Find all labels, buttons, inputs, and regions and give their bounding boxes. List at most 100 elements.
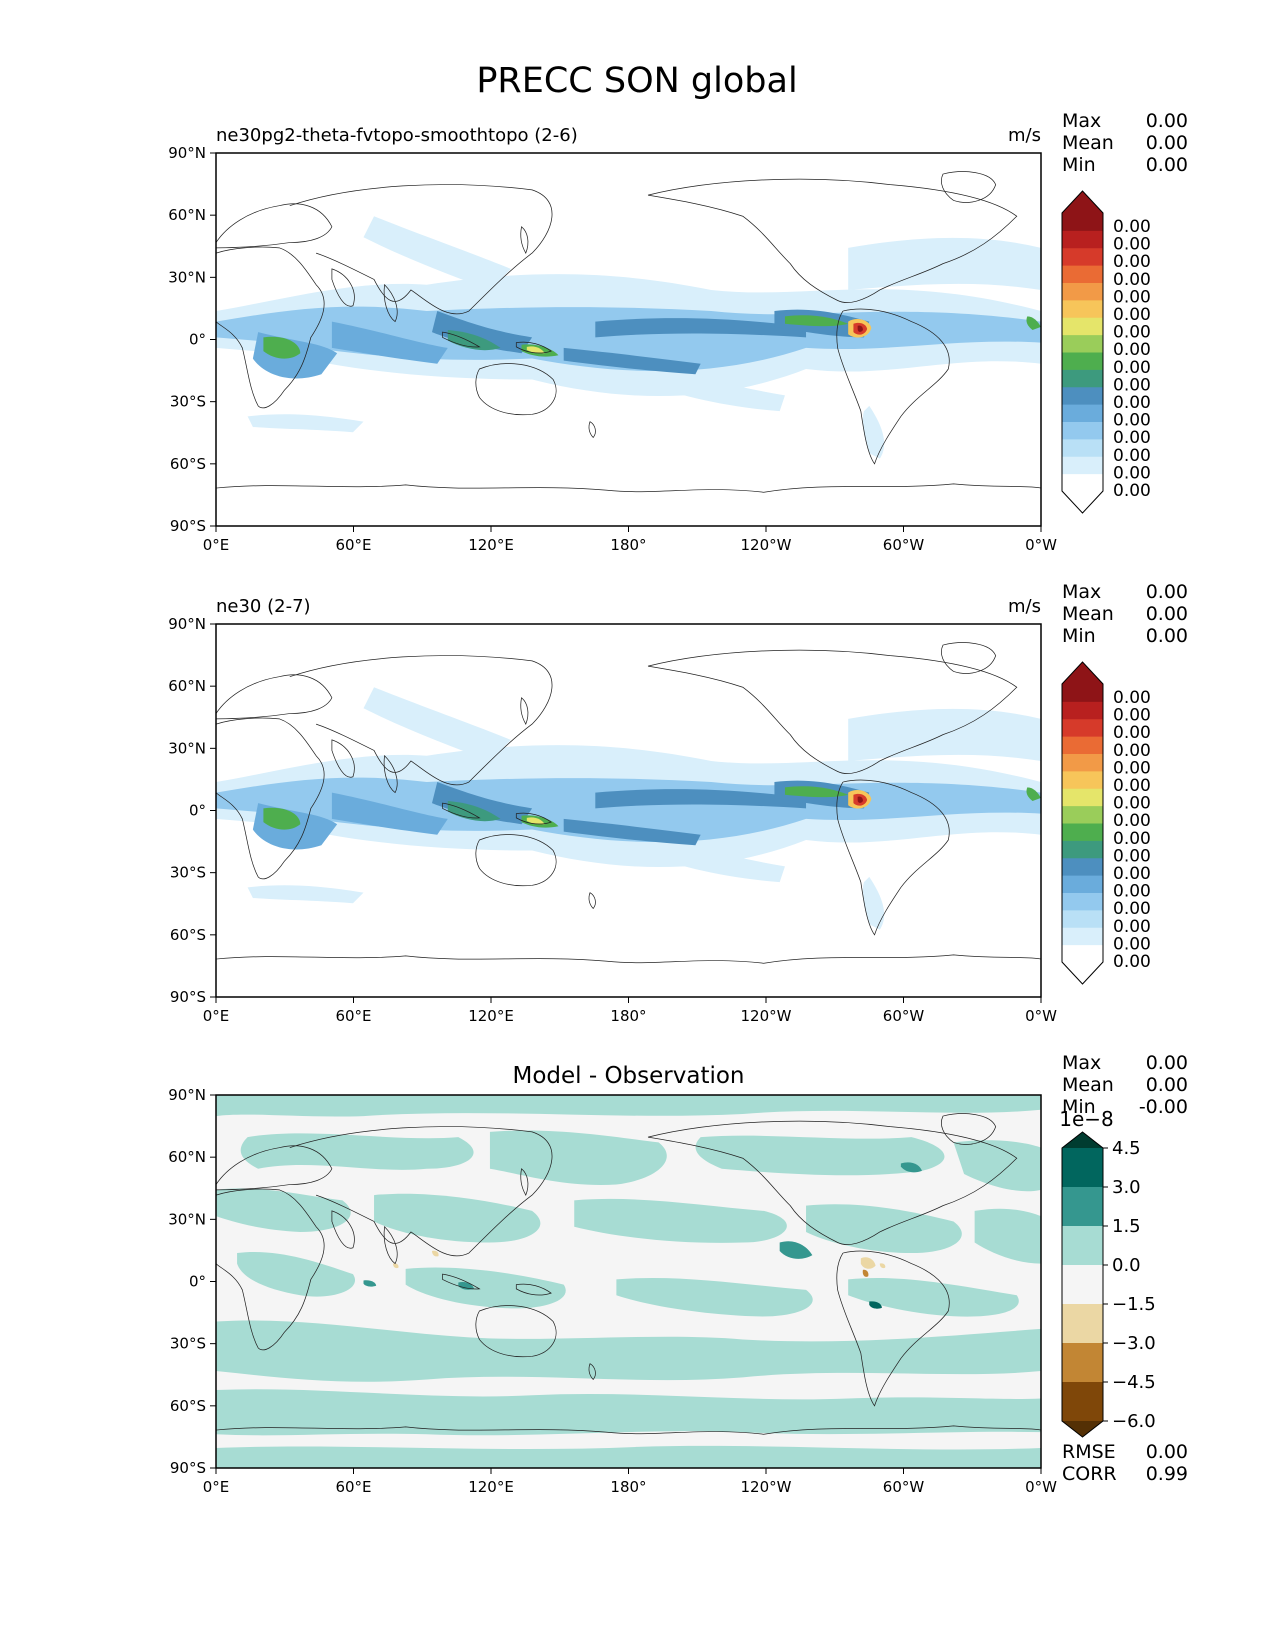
x-tick-label: 120°W: [741, 1007, 792, 1025]
x-tick-label: 120°E: [468, 536, 514, 554]
colorbar-extend-max: [1062, 191, 1103, 213]
metric-label: RMSE: [1062, 1441, 1116, 1463]
panel-title: Model - Observation: [512, 1063, 744, 1089]
x-tick-label: 0°E: [203, 536, 230, 554]
colorbar-segment: [1062, 684, 1103, 702]
colorbar-label: 0.00: [1113, 463, 1151, 483]
x-tick-label: 60°E: [335, 536, 371, 554]
panel-3: Model - Observation 0°E 60°E 120°E 180° 120°W…: [168, 1052, 1188, 1496]
map-area: [215, 623, 1042, 998]
colorbar-segment: [1062, 421, 1103, 440]
y-tick-label: 60°S: [170, 1397, 206, 1415]
stat-label: Mean: [1062, 603, 1114, 625]
colorbar-label: 0.00: [1113, 305, 1151, 325]
colorbar-label: 0.00: [1113, 723, 1151, 743]
x-tick-label: 60°W: [883, 1478, 925, 1496]
colorbar-segment: [1062, 1148, 1103, 1188]
x-tick-label: 60°W: [883, 1007, 925, 1025]
colorbar-label: 0.00: [1113, 776, 1151, 796]
y-tick-label: 60°N: [168, 206, 206, 224]
colorbar-label: 0.00: [1113, 846, 1151, 866]
x-tick-label: 0°W: [1025, 536, 1057, 554]
y-tick-label: 30°S: [170, 864, 206, 882]
x-tick-label: 0°E: [203, 1007, 230, 1025]
colorbar-segment: [1062, 892, 1103, 911]
colorbar-segment: [1062, 944, 1103, 963]
colorbar-segment: [1062, 840, 1103, 859]
colorbar-label: 0.00: [1113, 934, 1151, 954]
colorbar-extend-min: [1062, 491, 1103, 513]
colorbar-label: 0.00: [1113, 358, 1151, 378]
colorbar: 0.000.000.000.000.000.000.000.000.000.00…: [1061, 661, 1151, 985]
stat-value: 0.00: [1146, 1074, 1188, 1096]
stat-label: Mean: [1062, 132, 1114, 154]
y-tick-label: 30°S: [170, 1335, 206, 1353]
colorbar-segment: [1062, 386, 1103, 405]
colorbar-segment: [1062, 369, 1103, 388]
x-tick-label: 60°E: [335, 1478, 371, 1496]
stat-value: 0.00: [1146, 110, 1188, 132]
stat-label: Max: [1062, 1052, 1101, 1074]
colorbar-segment: [1062, 805, 1103, 824]
colorbar-extend-min: [1062, 962, 1103, 984]
colorbar-label: 0.00: [1113, 741, 1151, 761]
y-tick-label: 60°N: [168, 1148, 206, 1166]
colorbar-label: 0.00: [1113, 864, 1151, 884]
panel-title: ne30 (2-7): [216, 596, 311, 617]
stat-value: 0.00: [1146, 154, 1188, 176]
x-tick-label: 120°E: [468, 1007, 514, 1025]
colorbar-segment: [1062, 788, 1103, 807]
colorbar-label: 0.00: [1113, 411, 1151, 431]
colorbar-label: 0.00: [1113, 952, 1151, 972]
stat-label: Min: [1062, 625, 1096, 647]
colorbar-segment: [1062, 1343, 1103, 1383]
difference-field: [216, 1095, 1041, 1468]
colorbar-label: 0.00: [1113, 899, 1151, 919]
colorbar-label: 0.00: [1113, 794, 1151, 814]
y-tick-label: 30°S: [170, 393, 206, 411]
metric-label: CORR: [1062, 1463, 1117, 1485]
x-tick-label: 0°W: [1025, 1007, 1057, 1025]
figure-title: PRECC SON global: [476, 61, 797, 101]
colorbar-segment: [1062, 909, 1103, 928]
x-tick-label: 0°E: [203, 1478, 230, 1496]
y-tick-label: 90°S: [170, 988, 206, 1006]
colorbar-segment: [1062, 1265, 1103, 1305]
units-label: m/s: [1008, 596, 1041, 617]
map-area: [215, 152, 1042, 527]
panel-1: ne30pg2-theta-fvtopo-smoothtopo (2-6) m/s…: [168, 110, 1188, 554]
colorbar-segment: [1062, 247, 1103, 266]
y-tick-label: 60°S: [170, 926, 206, 944]
colorbar-scale-label: 1e−8: [1059, 1107, 1114, 1131]
x-tick-label: 120°E: [468, 1478, 514, 1496]
metric-value: 0.00: [1146, 1441, 1188, 1463]
y-tick-label: 0°: [189, 1273, 206, 1291]
y-tick-label: 60°S: [170, 455, 206, 473]
colorbar-segment: [1062, 456, 1103, 475]
colorbar-label: 1.5: [1112, 1216, 1141, 1237]
y-tick-label: 0°: [189, 331, 206, 349]
colorbar-segment: [1062, 438, 1103, 457]
colorbar-segment: [1062, 753, 1103, 772]
colorbar-label: 0.00: [1113, 252, 1151, 272]
units-label: m/s: [1008, 125, 1041, 146]
colorbar-segment: [1062, 265, 1103, 283]
y-tick-label: 30°N: [168, 268, 206, 286]
colorbar-segment: [1062, 230, 1103, 249]
colorbar-label: 3.0: [1112, 1177, 1141, 1198]
x-tick-label: 0°W: [1025, 1478, 1057, 1496]
colorbar-segment: [1062, 1304, 1103, 1344]
colorbar-label: 0.00: [1113, 393, 1151, 413]
colorbar: 4.5 3.0 1.5 0.0 −1.5 −3.0 −4.5 −6.0 1e−8: [1059, 1107, 1156, 1438]
stat-label: Mean: [1062, 1074, 1114, 1096]
stat-label: Min: [1062, 154, 1096, 176]
colorbar-label: 0.0: [1112, 1255, 1141, 1276]
x-tick-label: 180°: [610, 536, 646, 554]
stat-value: 0.00: [1146, 625, 1188, 647]
colorbar-label: 0.00: [1113, 217, 1151, 237]
colorbar-segment: [1062, 701, 1103, 720]
colorbar-label: 0.00: [1113, 758, 1151, 778]
x-tick-label: 120°W: [741, 1478, 792, 1496]
colorbar-label: 0.00: [1113, 811, 1151, 831]
